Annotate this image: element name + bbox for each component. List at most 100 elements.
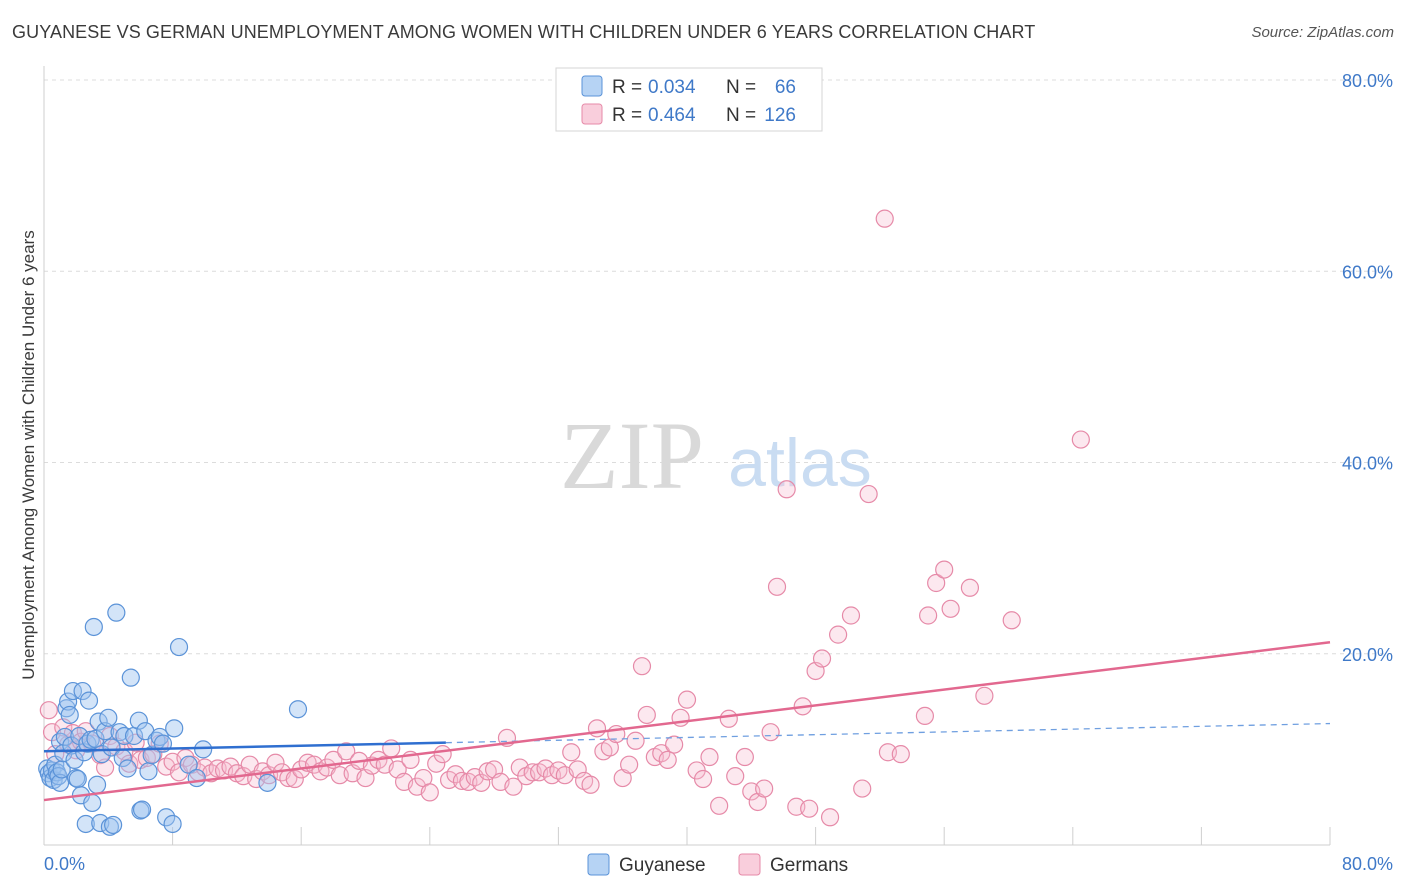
- guyanese-point: [115, 726, 134, 746]
- watermark-atlas: atlas: [728, 425, 872, 501]
- guyanese-point: [95, 722, 115, 741]
- guyanese-point: [79, 691, 99, 710]
- germans-point: [941, 599, 960, 618]
- guyanese-point: [258, 773, 277, 792]
- germans-point: [620, 755, 639, 774]
- guyanese-point: [60, 705, 79, 725]
- germans-point: [478, 762, 497, 781]
- guyanese-point: [83, 793, 102, 813]
- germans-point: [919, 606, 938, 625]
- legend-n-value: 66: [775, 77, 796, 98]
- germans-point: [568, 760, 587, 779]
- y-tick-label: 60.0%: [1342, 262, 1393, 282]
- x-tick-label: 80.0%: [1342, 854, 1393, 874]
- germans-point: [829, 625, 848, 644]
- germans-point: [433, 745, 452, 764]
- trend-lines: [43, 641, 1331, 802]
- legend-series: Guyanese Germans: [587, 853, 848, 876]
- germans-point: [726, 767, 745, 786]
- guyanese-point: [102, 738, 121, 757]
- guyanese-point: [89, 712, 108, 731]
- guyanese-point: [73, 681, 92, 701]
- guyanese-point: [132, 800, 152, 819]
- guyanese-point: [194, 740, 213, 759]
- germans-point: [581, 775, 600, 794]
- germans-point: [875, 209, 894, 228]
- guyanese-point: [157, 808, 176, 827]
- y-axis-label: Unemployment Among Women with Children U…: [19, 230, 38, 679]
- guyanese-points: [38, 603, 308, 836]
- germans-point: [420, 783, 439, 802]
- legend-r-value: 0.034: [648, 77, 696, 98]
- germans-point: [658, 750, 677, 769]
- legend-germans-label: Germans: [770, 855, 848, 876]
- x-tick-label: 0.0%: [44, 854, 85, 874]
- germans-point: [915, 706, 935, 726]
- guyanese-point: [163, 814, 182, 834]
- germans-point: [800, 799, 819, 818]
- germans-point: [472, 773, 491, 792]
- germans-point: [891, 745, 910, 764]
- germans-point: [652, 744, 671, 763]
- guyanese-point: [129, 711, 148, 730]
- legend-r-value: 0.464: [648, 105, 696, 126]
- germans-point: [859, 484, 878, 504]
- guyanese-point: [121, 668, 140, 687]
- guyanese-point: [118, 759, 137, 778]
- germans-point: [221, 757, 240, 776]
- legend-guyanese-label: Guyanese: [619, 855, 706, 876]
- legend-stats: R = 0.034 N = 66 R = 0.464 N = 126: [555, 67, 823, 132]
- germans-point: [504, 777, 523, 796]
- guyanese-point: [179, 755, 198, 774]
- guyanese-point: [63, 681, 83, 701]
- germans-point: [693, 769, 713, 789]
- guyanese-point: [187, 768, 206, 788]
- guyanese-point: [87, 775, 107, 794]
- guyanese-point: [99, 708, 118, 727]
- germans-point: [710, 796, 729, 815]
- germans-point: [812, 649, 832, 668]
- legend-guyanese-swatch: [587, 853, 610, 876]
- germans-point: [382, 739, 401, 758]
- guyanese-point: [142, 746, 161, 765]
- germans-point: [626, 731, 645, 750]
- germans-point: [853, 779, 872, 798]
- guyanese-point: [139, 762, 158, 781]
- germans-point: [841, 606, 861, 625]
- legend-n-value: 126: [764, 105, 796, 126]
- germans-point: [735, 747, 754, 767]
- germans-point: [960, 578, 980, 597]
- guyanese-point: [76, 814, 95, 834]
- germans-point: [427, 754, 446, 773]
- guyanese-point: [67, 768, 86, 788]
- legend-germans-swatch: [581, 103, 603, 125]
- germans-point: [562, 743, 581, 762]
- axes: [43, 66, 1331, 846]
- source-label: Source: ZipAtlas.com: [1251, 24, 1394, 41]
- germans-point: [39, 701, 58, 720]
- germans-point: [767, 577, 787, 596]
- legend-r-label: R =: [612, 77, 642, 98]
- germans-point: [665, 735, 684, 754]
- guyanese-point: [288, 700, 308, 719]
- watermark-zip: ZIP: [560, 402, 704, 509]
- guyanese-point: [84, 617, 103, 637]
- germans-points: [39, 209, 1090, 827]
- germans-point: [677, 690, 697, 709]
- germans-trend-line: [43, 641, 1331, 802]
- germans-point: [587, 719, 607, 738]
- legend-r-label: R =: [612, 105, 642, 126]
- watermark: ZIP atlas: [560, 402, 872, 509]
- germans-point: [1071, 430, 1090, 449]
- guyanese-trend-line: [43, 741, 446, 753]
- germans-point: [975, 686, 994, 705]
- guyanese-point: [59, 692, 78, 711]
- germans-point: [761, 723, 780, 742]
- y-tick-label: 20.0%: [1342, 645, 1393, 665]
- germans-point: [700, 747, 719, 767]
- germans-point: [755, 779, 774, 798]
- tick-labels: 20.0% 40.0% 60.0% 80.0% 0.0% 80.0%: [44, 71, 1393, 874]
- y-tick-label: 80.0%: [1342, 71, 1393, 91]
- chart-title: GUYANESE VS GERMAN UNEMPLOYMENT AMONG WO…: [12, 22, 1036, 42]
